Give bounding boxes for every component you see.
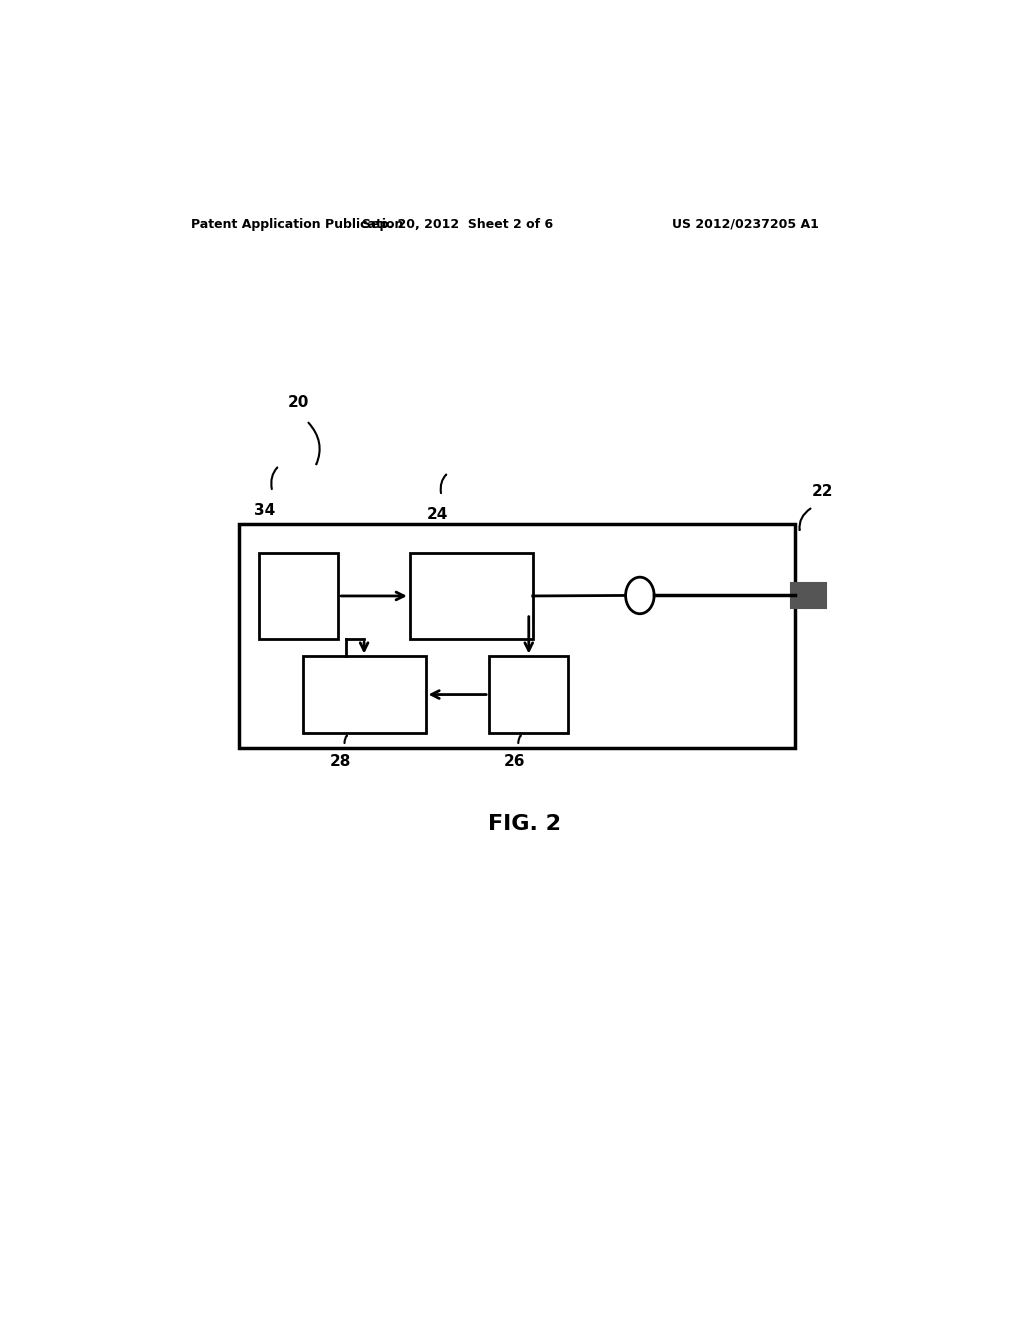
Bar bbox=[259, 553, 338, 639]
FancyArrowPatch shape bbox=[440, 475, 446, 494]
FancyArrowPatch shape bbox=[271, 467, 278, 490]
Text: 20: 20 bbox=[288, 395, 309, 409]
Bar bbox=[791, 583, 826, 607]
Bar bbox=[303, 656, 426, 733]
Text: US 2012/0237205 A1: US 2012/0237205 A1 bbox=[672, 218, 818, 231]
Text: FIG. 2: FIG. 2 bbox=[488, 814, 561, 834]
FancyArrowPatch shape bbox=[308, 422, 319, 465]
Text: Sep. 20, 2012  Sheet 2 of 6: Sep. 20, 2012 Sheet 2 of 6 bbox=[361, 218, 553, 231]
Text: 22: 22 bbox=[812, 484, 834, 499]
Bar bbox=[489, 656, 568, 733]
Text: 26: 26 bbox=[504, 754, 525, 768]
FancyArrowPatch shape bbox=[800, 508, 811, 529]
Text: Patent Application Publication: Patent Application Publication bbox=[191, 218, 403, 231]
Text: 28: 28 bbox=[330, 754, 351, 768]
Bar bbox=[240, 524, 795, 748]
FancyArrowPatch shape bbox=[344, 735, 347, 743]
Text: 24: 24 bbox=[427, 507, 449, 521]
FancyArrowPatch shape bbox=[518, 735, 520, 743]
Bar bbox=[410, 553, 532, 639]
Text: 34: 34 bbox=[254, 503, 275, 517]
